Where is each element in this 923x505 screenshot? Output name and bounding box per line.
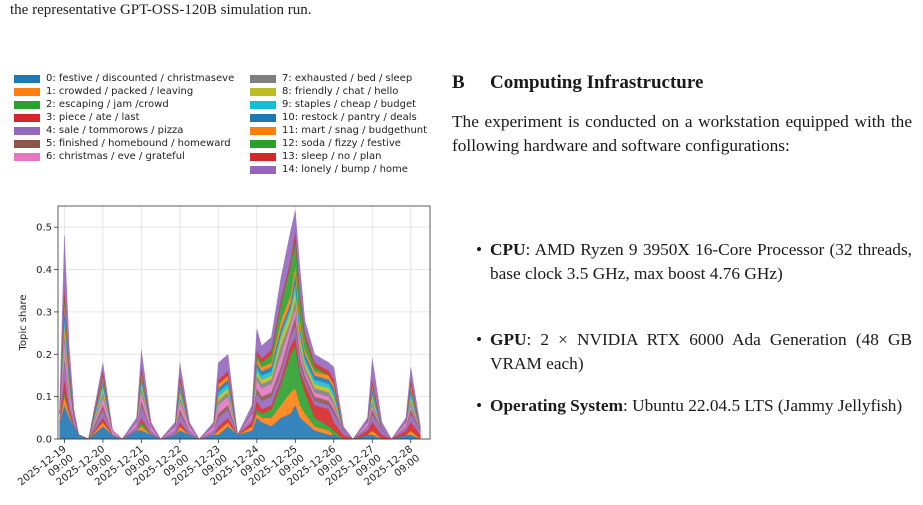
legend-label: 14: lonely / bump / home xyxy=(282,164,408,175)
legend-label: 3: piece / ate / last xyxy=(46,112,140,123)
bullet-label: CPU xyxy=(490,240,526,259)
legend-label: 13: sleep / no / plan xyxy=(282,151,382,162)
area-series-13 xyxy=(59,231,421,440)
legend-label: 6: christmas / eve / grateful xyxy=(46,151,185,162)
area-series-11 xyxy=(59,265,421,440)
legend-label: 8: friendly / chat / hello xyxy=(282,86,399,97)
legend-swatch xyxy=(250,152,276,161)
legend-swatch xyxy=(250,165,276,174)
bullet-icon: • xyxy=(476,330,483,349)
bullet-text: : AMD Ryzen 9 3950X 16-Core Processor (3… xyxy=(490,240,912,283)
legend-entry: 0: festive / discounted / christmaseve xyxy=(14,72,234,85)
bullet-text: : Ubuntu 22.04.5 LTS (Jammy Jellyfish) xyxy=(622,396,903,415)
list-item-gpu: • GPU: 2 × NVIDIA RTX 6000 Ada Generation… xyxy=(476,328,912,376)
section-number: B xyxy=(452,72,465,93)
section-title: Computing Infrastructure xyxy=(490,72,704,93)
legend-label: 0: festive / discounted / christmaseve xyxy=(46,73,235,84)
legend-label: 12: soda / fizzy / festive xyxy=(282,138,401,149)
legend-swatch xyxy=(14,152,40,161)
legend-entry: 14: lonely / bump / home xyxy=(250,163,408,176)
bullet-text: : 2 × NVIDIA RTX 6000 Ada Generation (48… xyxy=(490,330,912,373)
legend-swatch xyxy=(250,126,276,135)
legend-swatch xyxy=(14,87,40,96)
legend-swatch xyxy=(250,139,276,148)
bullet-icon: • xyxy=(476,240,483,259)
legend-label: 1: crowded / packed / leaving xyxy=(46,86,194,97)
area-series-8 xyxy=(59,290,421,440)
y-tick-label: 0.0 xyxy=(36,435,52,446)
figure-caption-tail: the representative GPT-OSS-120B simulati… xyxy=(10,2,312,18)
y-tick-label: 0.2 xyxy=(36,350,52,361)
area-series-14 xyxy=(59,210,421,440)
legend-entry: 1: crowded / packed / leaving xyxy=(14,85,193,98)
bullet-icon: • xyxy=(476,396,483,415)
legend-entry: 5: finished / homebound / homeward xyxy=(14,137,231,150)
legend-label: 7: exhausted / bed / sleep xyxy=(282,73,413,84)
legend-entry: 6: christmas / eve / grateful xyxy=(14,150,185,163)
legend-swatch xyxy=(250,87,276,96)
area-series-9 xyxy=(59,282,421,440)
y-tick-label: 0.3 xyxy=(36,307,52,318)
list-item-cpu: • CPU: AMD Ryzen 9 3950X 16-Core Processo… xyxy=(476,238,912,286)
y-tick-label: 0.1 xyxy=(36,392,52,403)
bullet-label: GPU xyxy=(490,330,527,349)
legend-swatch xyxy=(250,113,276,122)
area-series-10 xyxy=(59,273,421,440)
legend-swatch xyxy=(14,100,40,109)
legend-swatch xyxy=(250,74,276,83)
section-paragraph: The experiment is conducted on a worksta… xyxy=(452,112,912,155)
legend-swatch xyxy=(14,74,40,83)
legend-label: 4: sale / tommorows / pizza xyxy=(46,125,184,136)
legend-entry: 13: sleep / no / plan xyxy=(250,150,381,163)
y-axis-label: Topic share xyxy=(18,294,29,351)
y-tick-label: 0.4 xyxy=(36,265,52,276)
legend-swatch xyxy=(14,126,40,135)
legend-swatch xyxy=(14,139,40,148)
legend-entry: 7: exhausted / bed / sleep xyxy=(250,72,412,85)
legend-label: 5: finished / homebound / homeward xyxy=(46,138,231,149)
legend-entry: 4: sale / tommorows / pizza xyxy=(14,124,183,137)
legend-entry: 10: restock / pantry / deals xyxy=(250,111,417,124)
legend-entry: 12: soda / fizzy / festive xyxy=(250,137,401,150)
legend-entry: 9: staples / cheap / budget xyxy=(250,98,416,111)
legend-label: 2: escaping / jam /crowd xyxy=(46,99,169,110)
legend-entry: 2: escaping / jam /crowd xyxy=(14,98,169,111)
y-tick-label: 0.5 xyxy=(36,223,52,234)
legend-entry: 3: piece / ate / last xyxy=(14,111,140,124)
section-heading: B Computing Infrastructure xyxy=(452,72,703,94)
legend-entry: 11: mart / snag / budgethunt xyxy=(250,124,427,137)
legend-swatch xyxy=(250,100,276,109)
area-series-6 xyxy=(59,307,421,440)
legend-label: 9: staples / cheap / budget xyxy=(282,99,417,110)
plot-frame xyxy=(57,205,431,440)
legend-label: 11: mart / snag / budgethunt xyxy=(282,125,428,136)
bullet-label: Operating System xyxy=(490,396,623,415)
list-item-os: • Operating System: Ubuntu 22.04.5 LTS (J… xyxy=(476,394,912,418)
legend-entry: 8: friendly / chat / hello xyxy=(250,85,398,98)
legend-swatch xyxy=(14,113,40,122)
area-series-7 xyxy=(59,299,421,440)
legend-label: 10: restock / pantry / deals xyxy=(282,112,417,123)
